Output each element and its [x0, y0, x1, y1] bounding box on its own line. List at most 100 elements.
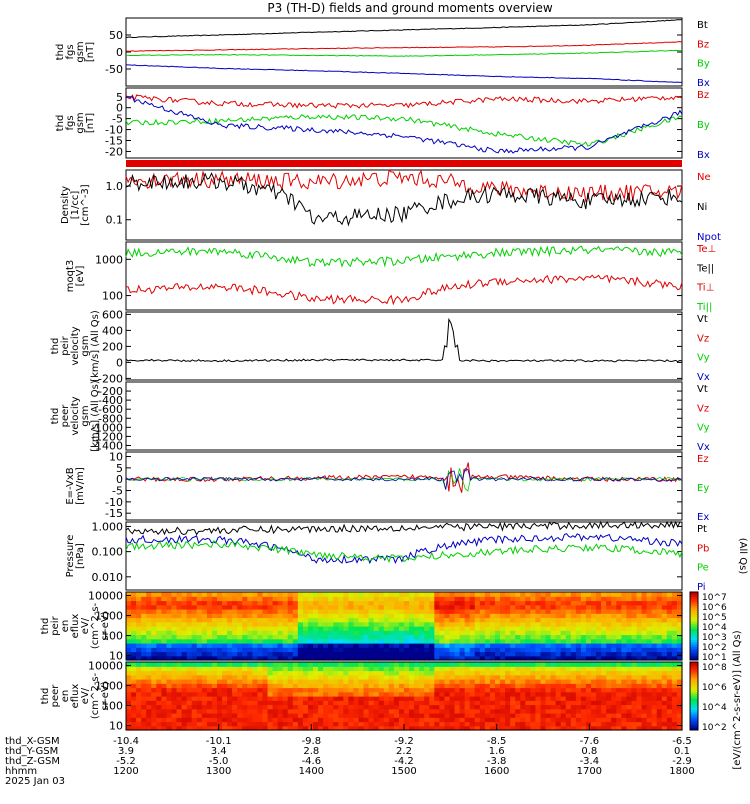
spectrogram-cell [131, 613, 137, 619]
spectrogram-cell [585, 666, 592, 672]
spectrogram-cell [631, 609, 638, 614]
spectrogram-cell [353, 609, 360, 614]
spectrogram-cell [176, 609, 183, 614]
spectrogram-cell [444, 717, 451, 723]
spectrogram-cell [227, 643, 233, 648]
spectrogram-cell [575, 613, 582, 619]
spectrogram-cell [535, 666, 542, 672]
spectrogram-cell [146, 617, 152, 623]
spectrogram-cell [671, 596, 678, 602]
spectrogram-cell [338, 643, 344, 648]
spectrogram-cell [661, 651, 668, 657]
spectrogram-cell [444, 713, 451, 718]
spectrogram-cell [636, 613, 643, 619]
spectrogram-cell [388, 617, 395, 623]
spectrogram-cell [252, 662, 259, 667]
spectrogram-cell [500, 609, 506, 614]
spectrogram-cell [585, 679, 592, 684]
spectrogram-cell [444, 691, 451, 697]
spectrogram-cell [318, 617, 324, 623]
spectrogram-cell [353, 604, 360, 610]
spectrogram-cell [500, 613, 506, 619]
spectrogram-cell [641, 609, 648, 614]
spectrogram-cell [484, 704, 491, 710]
spectrogram-cell [479, 717, 486, 723]
spectrogram-cell [257, 725, 264, 731]
spectrogram-cell [131, 666, 137, 672]
spectrogram-cell [338, 683, 344, 689]
spectrogram-cell [409, 613, 415, 619]
spectrogram-cell [227, 638, 233, 644]
spectrogram-cell [565, 592, 572, 597]
spectrogram-cell [131, 643, 137, 648]
spectrogram-cell [414, 725, 420, 731]
spectrogram-cell [222, 674, 228, 680]
spectrogram-cell [307, 592, 314, 597]
spectrogram-cell [540, 609, 547, 614]
spectrogram-cell [409, 670, 415, 676]
spectrogram-cell [146, 679, 152, 684]
spectrogram-cell [328, 638, 334, 644]
spectrogram-cell [459, 651, 466, 657]
spectrogram-cell [388, 679, 395, 684]
spectrogram-cell [196, 708, 203, 714]
spectrogram-cell [459, 687, 466, 693]
spectrogram-cell [530, 696, 537, 701]
spectrogram-cell [398, 666, 405, 672]
spectrogram-cell [307, 626, 314, 631]
spectrogram-cell [500, 600, 506, 606]
spectrogram-cell [358, 651, 365, 657]
spectrogram-cell [676, 725, 683, 731]
y-tick-label: 5 [116, 462, 123, 475]
spectrogram-cell [328, 708, 334, 714]
spectrogram-cell [666, 721, 673, 727]
spectrogram-cell [616, 604, 622, 610]
spectrogram-cell [636, 617, 643, 623]
series-Ti|| [125, 245, 683, 268]
spectrogram-cell [348, 666, 355, 672]
spectrogram-cell [206, 638, 213, 644]
spectrogram-cell [368, 626, 375, 631]
spectrogram-cell [459, 696, 466, 701]
spectrogram-cell [580, 638, 587, 644]
spectrogram-cell [211, 604, 218, 610]
spectrogram-cell [404, 651, 410, 657]
spectrogram-cell [222, 683, 228, 689]
legend-Pb: Pb [697, 543, 709, 554]
spectrogram-cell [247, 666, 253, 672]
spectrogram-cell [616, 617, 622, 623]
spectrogram-cell [591, 651, 597, 657]
spectrogram-cell [328, 617, 334, 623]
spectrogram-cell [227, 600, 233, 606]
spectrogram-cell [176, 651, 183, 657]
colorbar-label: 10^1 [702, 653, 727, 663]
spectrogram-cell [596, 651, 602, 657]
spectrogram-cell [404, 634, 410, 640]
spectrogram-cell [262, 721, 269, 727]
spectrogram-cell [363, 647, 370, 653]
spectrogram-cell [161, 651, 168, 657]
spectrogram-cell [383, 638, 390, 644]
spectrogram-cell [277, 621, 284, 627]
spectrogram-cell [333, 613, 339, 619]
spectrogram-cell [601, 662, 607, 667]
spectrogram-cell [292, 596, 299, 602]
spectrogram-cell [328, 662, 334, 667]
spectrogram-cell [272, 666, 279, 672]
spectrogram-cell [444, 647, 451, 653]
spectrogram-cell [176, 634, 183, 640]
spectrogram-cell [151, 596, 157, 602]
spectrogram-cell [353, 596, 360, 602]
spectrogram-cell [186, 604, 193, 610]
spectrogram-cell [227, 647, 233, 653]
spectrogram-cell [439, 700, 446, 706]
spectrogram-cell [560, 679, 567, 684]
spectrogram-cell [388, 634, 395, 640]
spectrogram-cell [368, 621, 375, 627]
spectrogram-cell [434, 596, 440, 602]
spectrogram-cell [489, 691, 496, 697]
spectrogram-cell [484, 613, 491, 619]
spectrogram-cell [206, 621, 213, 627]
spectrogram-cell [282, 704, 289, 710]
spectrogram-cell [348, 604, 355, 610]
